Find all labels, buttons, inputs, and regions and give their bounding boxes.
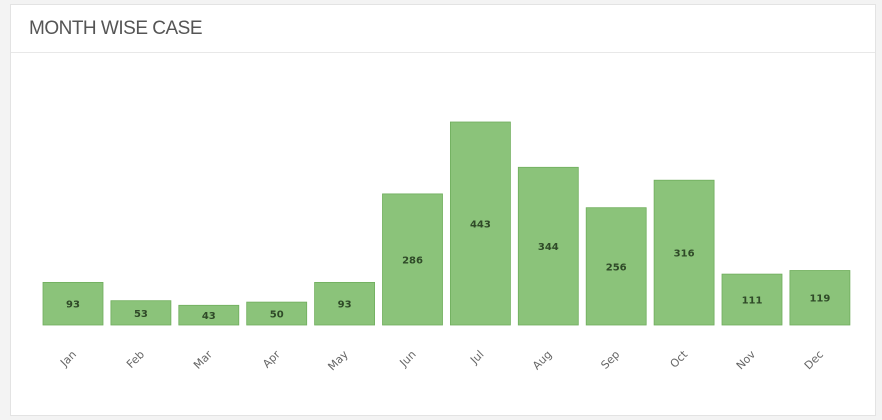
bar-aug[interactable] xyxy=(517,166,579,326)
bar-dec[interactable] xyxy=(789,270,851,326)
x-tick-label-may: May xyxy=(325,348,351,374)
value-labels-group: 93 53 43 50 93 286 443 344 256 316 111 119 xyxy=(66,220,830,323)
bars-group xyxy=(42,121,851,326)
x-tick-label-aug: Aug xyxy=(530,348,554,372)
bar-may[interactable] xyxy=(314,281,376,326)
bar-mar[interactable] xyxy=(178,304,240,326)
bar-apr[interactable] xyxy=(246,301,308,326)
bar-jun[interactable] xyxy=(382,193,443,326)
card-header: MONTH WISE CASE xyxy=(11,5,875,53)
value-label-jul: 443 xyxy=(470,220,491,231)
bar-jul[interactable] xyxy=(449,121,511,326)
x-tick-label-jan: Jan xyxy=(57,348,79,370)
bar-sep[interactable] xyxy=(585,207,647,326)
bar-jan[interactable] xyxy=(42,281,104,326)
x-tick-label-apr: Apr xyxy=(260,348,283,371)
x-tick-labels-group: Jan Feb Mar Apr May Jun Jul Aug Sep Oct Nov Dec xyxy=(57,347,826,373)
card-title: MONTH WISE CASE xyxy=(29,17,203,39)
x-tick-label-mar: Mar xyxy=(191,348,215,372)
month-wise-case-card: MONTH WISE CASE 93 53 43 50 93 286 443 344 256 31… xyxy=(10,4,876,416)
value-label-oct: 316 xyxy=(674,249,695,260)
value-label-nov: 111 xyxy=(742,296,763,307)
value-label-dec: 119 xyxy=(809,294,830,305)
month-wise-bar-chart: 93 53 43 50 93 286 443 344 256 316 111 119 Jan Feb Ma… xyxy=(42,121,851,373)
x-tick-label-jul: Jul xyxy=(467,348,486,367)
value-label-jun: 286 xyxy=(402,256,423,267)
x-tick-label-oct: Oct xyxy=(668,347,691,370)
value-label-may: 93 xyxy=(338,300,352,311)
bar-nov[interactable] xyxy=(721,273,783,326)
x-tick-label-nov: Nov xyxy=(734,348,759,373)
x-tick-label-dec: Dec xyxy=(802,348,826,372)
value-label-apr: 50 xyxy=(270,310,284,321)
chart-area: 93 53 43 50 93 286 443 344 256 316 111 119 Jan Feb Ma… xyxy=(11,53,875,415)
value-label-sep: 256 xyxy=(606,262,627,273)
x-tick-label-sep: Sep xyxy=(598,348,622,372)
value-label-mar: 43 xyxy=(202,311,216,322)
value-label-aug: 344 xyxy=(538,242,559,253)
x-tick-label-feb: Feb xyxy=(124,348,147,371)
x-tick-label-jun: Jun xyxy=(397,348,419,370)
bar-feb[interactable] xyxy=(110,300,172,326)
value-label-feb: 53 xyxy=(134,309,148,320)
value-label-jan: 93 xyxy=(66,300,80,311)
bar-oct[interactable] xyxy=(653,179,715,326)
